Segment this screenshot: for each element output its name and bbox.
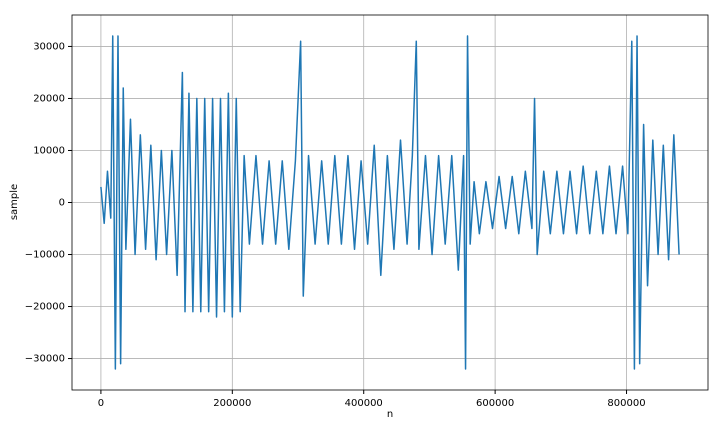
x-tick-label: 600000 (476, 398, 514, 409)
y-tick-label: −30000 (25, 354, 65, 365)
x-tick-label: 400000 (345, 398, 383, 409)
x-tick-label: 200000 (213, 398, 251, 409)
y-tick-label: −20000 (25, 302, 65, 313)
y-tick-label: 0 (59, 197, 65, 208)
y-axis-label: sample (9, 184, 20, 220)
data-line (100, 35, 680, 370)
y-tick-label: 30000 (33, 41, 65, 52)
y-tick-label: 10000 (33, 145, 65, 156)
y-tick-label: 20000 (33, 93, 65, 104)
x-axis-label: n (387, 409, 393, 420)
y-tick-label: −10000 (25, 250, 65, 261)
x-tick-label: 0 (98, 398, 104, 409)
plot-frame (71, 14, 709, 391)
x-tick-label: 800000 (607, 398, 645, 409)
